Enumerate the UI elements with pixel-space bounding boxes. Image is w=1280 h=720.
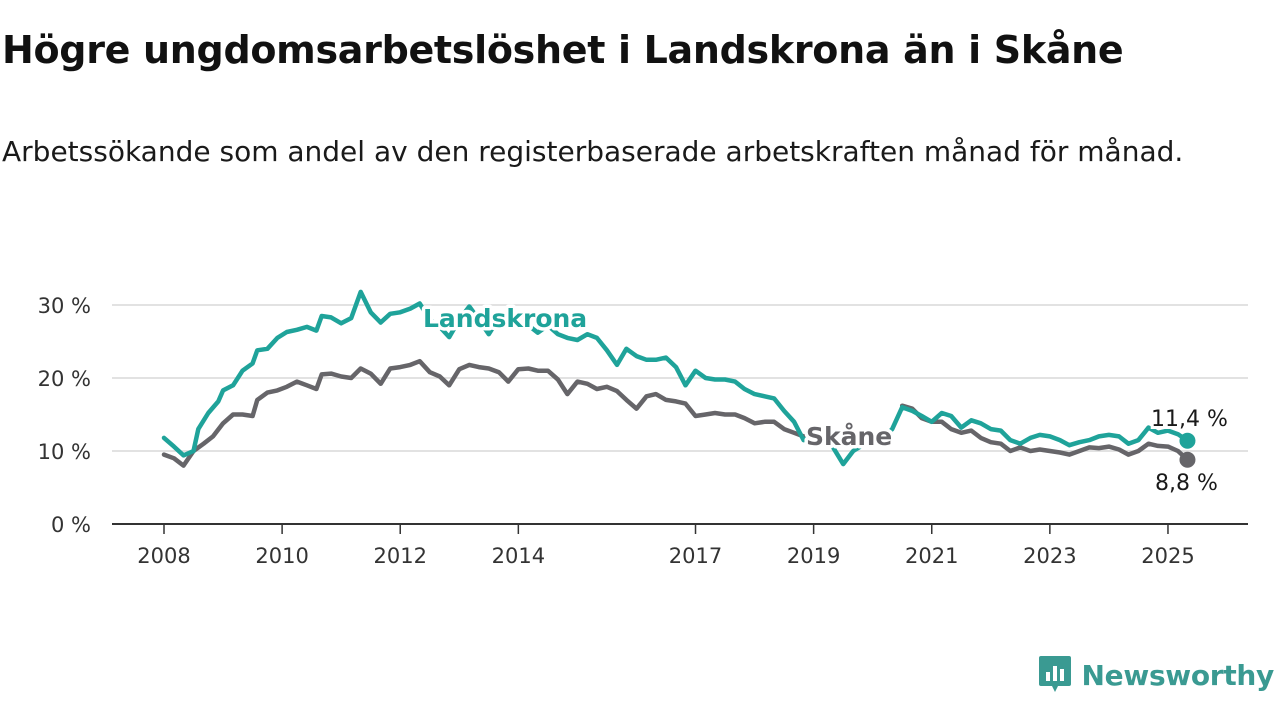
x-tick-label: 2017 xyxy=(669,544,722,568)
y-tick-label: 30 % xyxy=(38,294,91,318)
x-tick-label: 2010 xyxy=(255,544,308,568)
y-tick-label: 20 % xyxy=(38,367,91,391)
chart-title: Högre ungdomsarbetslöshet i Landskrona ä… xyxy=(2,28,1124,72)
end-label-landskrona: 11,4 % xyxy=(1151,407,1228,432)
skane-line xyxy=(161,358,1190,468)
series-labels: Landskrona Skåne 11,4 % 8,8 % xyxy=(420,301,1231,499)
x-tick-label: 2025 xyxy=(1141,544,1194,568)
x-tick-label: 2008 xyxy=(137,544,190,568)
x-tick-label: 2023 xyxy=(1023,544,1076,568)
newsworthy-logo-text: Newsworthy xyxy=(1081,658,1275,692)
y-tick-label: 0 % xyxy=(51,513,91,537)
x-tick-label: 2021 xyxy=(905,544,958,568)
skane-end-point xyxy=(1179,451,1196,468)
series-lines xyxy=(161,289,1196,468)
series-label-landskrona: Landskrona xyxy=(423,304,587,333)
y-tick-label: 10 % xyxy=(38,440,91,464)
x-tick-label: 2019 xyxy=(787,544,840,568)
chart-subtitle: Arbetssökande som andel av den registerb… xyxy=(2,135,1184,168)
series-label-skane: Skåne xyxy=(806,422,892,451)
x-axis: 0 % 10 % 20 % 30 % 2008 2010 2012 2014 2017 2019 2… xyxy=(38,294,1248,568)
landskrona-line xyxy=(161,289,1190,467)
end-label-skane: 8,8 % xyxy=(1155,471,1218,496)
x-tick-label: 2012 xyxy=(374,544,427,568)
landskrona-end-point xyxy=(1179,432,1196,449)
newsworthy-logo-icon xyxy=(1038,656,1071,692)
x-tick-label: 2014 xyxy=(492,544,545,568)
newsworthy-logo: Newsworthy xyxy=(1038,654,1274,696)
